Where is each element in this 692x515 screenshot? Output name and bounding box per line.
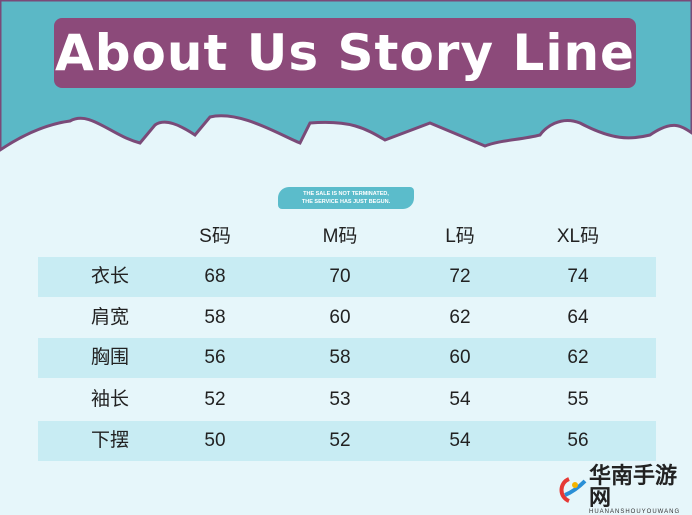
size-value: 56 bbox=[204, 347, 226, 368]
size-value: 70 bbox=[329, 266, 351, 287]
size-value: 68 bbox=[204, 266, 226, 287]
measure-label: 肩宽 bbox=[90, 307, 130, 328]
size-value: 58 bbox=[204, 307, 226, 328]
slogan-line-1: THE SALE IS NOT TERMINATED, bbox=[303, 191, 389, 197]
size-value: 72 bbox=[449, 266, 471, 287]
size-header: L码 bbox=[445, 226, 475, 247]
size-value: 62 bbox=[449, 307, 471, 328]
watermark-sub: HUANANSHOUYOUWANG bbox=[589, 509, 681, 515]
slogan-banner: THE SALE IS NOT TERMINATED, THE SERVICE H… bbox=[278, 187, 414, 209]
size-value: 55 bbox=[567, 389, 589, 410]
size-value: 54 bbox=[449, 430, 471, 451]
size-value: 62 bbox=[567, 347, 589, 368]
size-value: 74 bbox=[567, 266, 589, 287]
measure-label: 袖长 bbox=[90, 389, 130, 410]
slogan-line-2: THE SERVICE HAS JUST BEGUN. bbox=[301, 199, 391, 205]
table-row: 肩宽 58 60 62 64 bbox=[38, 298, 656, 338]
measure-label: 胸围 bbox=[90, 347, 130, 368]
size-value: 64 bbox=[567, 307, 589, 328]
measure-label: 下摆 bbox=[90, 430, 130, 451]
size-value: 54 bbox=[449, 389, 471, 410]
size-value: 56 bbox=[567, 430, 589, 451]
size-header: S码 bbox=[199, 226, 231, 247]
table-row: 袖长 52 53 54 55 bbox=[38, 380, 656, 420]
size-value: 50 bbox=[204, 430, 226, 451]
table-row: 胸围 56 58 60 62 bbox=[38, 338, 656, 378]
size-value: 52 bbox=[329, 430, 351, 451]
table-row: 衣长 68 70 72 74 bbox=[38, 257, 656, 297]
size-value: 58 bbox=[329, 347, 351, 368]
size-value: 52 bbox=[204, 389, 226, 410]
size-header: M码 bbox=[322, 226, 358, 247]
watermark-name: 华南手游网 bbox=[589, 463, 678, 510]
size-value: 60 bbox=[329, 307, 351, 328]
size-value: 53 bbox=[329, 389, 351, 410]
table-header: S码 M码 L码 XL码 bbox=[38, 217, 656, 257]
size-value: 60 bbox=[449, 347, 471, 368]
measure-label: 衣长 bbox=[90, 266, 130, 287]
watermark-logo: 华南手游网 HUANANSHOUYOUWANG bbox=[555, 465, 692, 515]
page-title: About Us Story Line bbox=[54, 18, 636, 88]
logo-icon bbox=[555, 475, 589, 505]
table-row: 下摆 50 52 54 56 bbox=[38, 421, 656, 461]
size-header: XL码 bbox=[556, 226, 600, 247]
